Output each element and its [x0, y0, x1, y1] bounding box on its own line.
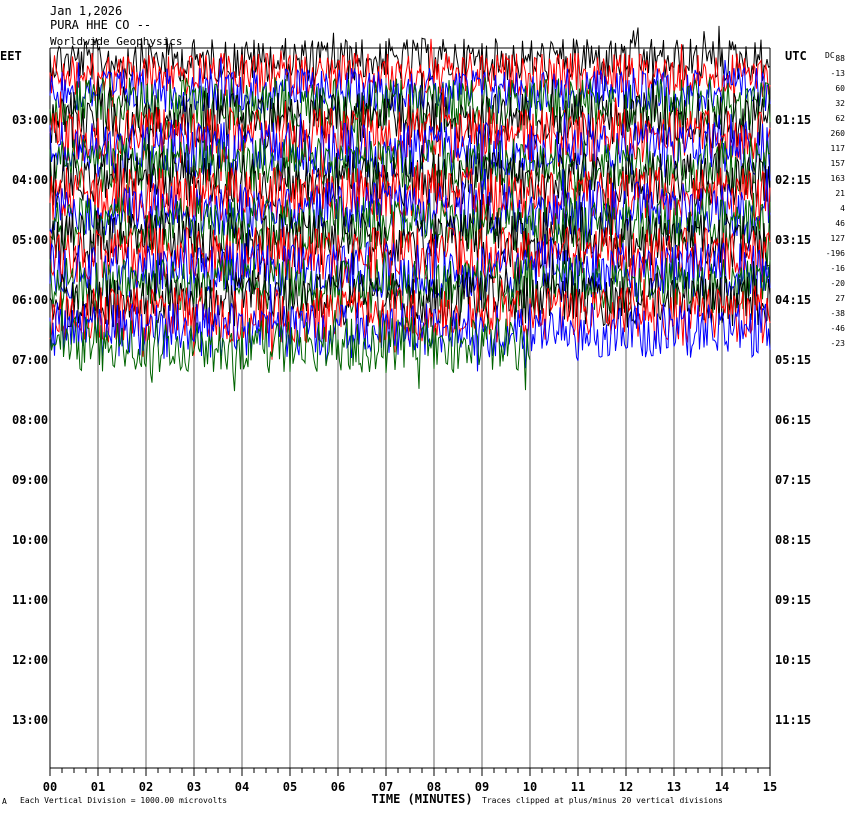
- dc-value: 21: [835, 189, 845, 198]
- right-time-label: 11:15: [775, 713, 811, 727]
- seismic-trace: [49, 284, 771, 372]
- dc-value: 62: [835, 114, 845, 123]
- dc-value: -38: [831, 309, 846, 318]
- dc-value: -16: [831, 264, 846, 273]
- seismic-trace: [49, 181, 771, 270]
- x-tick-label: 10: [523, 780, 537, 794]
- x-tick-label: 11: [571, 780, 585, 794]
- left-time-label: 04:00: [12, 173, 48, 187]
- right-time-label: 06:15: [775, 413, 811, 427]
- seismic-trace: [49, 87, 771, 183]
- dc-value: 117: [831, 144, 846, 153]
- x-tick-label: 12: [619, 780, 633, 794]
- footer-mark: A: [2, 797, 7, 806]
- dc-value: 27: [835, 294, 845, 303]
- x-tick-label: 07: [379, 780, 393, 794]
- seismic-trace: [49, 76, 771, 145]
- dc-value: 88: [835, 54, 845, 63]
- right-time-label: 07:15: [775, 473, 811, 487]
- dc-value: 127: [831, 234, 846, 243]
- x-tick-label: 14: [715, 780, 729, 794]
- right-axis-label: UTC: [785, 49, 807, 63]
- footer-scale-note: Each Vertical Division = 1000.00 microvo…: [20, 796, 227, 805]
- dc-value: 32: [835, 99, 845, 108]
- dc-value: 60: [835, 84, 845, 93]
- right-time-label: 04:15: [775, 293, 811, 307]
- right-time-label: 09:15: [775, 593, 811, 607]
- right-time-label: 10:15: [775, 653, 811, 667]
- dc-value: 260: [831, 129, 846, 138]
- right-time-label: 03:15: [775, 233, 811, 247]
- seismic-trace: [49, 209, 771, 293]
- left-time-label: 13:00: [12, 713, 48, 727]
- seismic-trace: [49, 298, 531, 392]
- dc-value: -196: [826, 249, 845, 258]
- footer-clip-note: Traces clipped at plus/minus 20 vertical…: [482, 796, 723, 805]
- x-tick-label: 15: [763, 780, 777, 794]
- left-time-label: 07:00: [12, 353, 48, 367]
- left-axis-label: EET: [0, 49, 22, 63]
- x-tick-label: 13: [667, 780, 681, 794]
- dc-value: 157: [831, 159, 846, 168]
- x-tick-label: 01: [91, 780, 105, 794]
- right-time-label: 08:15: [775, 533, 811, 547]
- left-time-label: 11:00: [12, 593, 48, 607]
- left-time-label: 06:00: [12, 293, 48, 307]
- dc-value: -46: [831, 324, 846, 333]
- seismic-trace: [49, 253, 771, 328]
- right-time-label: 05:15: [775, 353, 811, 367]
- dc-header: DC: [825, 51, 835, 60]
- seismic-trace: [49, 119, 771, 207]
- dc-value: -23: [831, 339, 846, 348]
- x-axis-title: TIME (MINUTES): [371, 792, 472, 806]
- x-tick-label: 08: [427, 780, 441, 794]
- left-time-label: 05:00: [12, 233, 48, 247]
- right-time-label: 01:15: [775, 113, 811, 127]
- left-time-label: 12:00: [12, 653, 48, 667]
- x-tick-label: 09: [475, 780, 489, 794]
- x-tick-label: 03: [187, 780, 201, 794]
- chart-date: Jan 1,2026: [50, 4, 123, 18]
- x-tick-label: 02: [139, 780, 153, 794]
- left-time-label: 10:00: [12, 533, 48, 547]
- left-time-label: 09:00: [12, 473, 48, 487]
- dc-value: 46: [835, 219, 845, 228]
- seismic-trace: [49, 112, 771, 195]
- seismic-trace: [49, 72, 771, 159]
- dc-value: -13: [831, 69, 846, 78]
- x-tick-label: 05: [283, 780, 297, 794]
- x-tick-label: 04: [235, 780, 249, 794]
- x-tick-label: 06: [331, 780, 345, 794]
- dc-value: -20: [831, 279, 846, 288]
- seismic-trace: [49, 133, 771, 227]
- left-time-label: 08:00: [12, 413, 48, 427]
- dc-value: 4: [840, 204, 845, 213]
- right-time-label: 02:15: [775, 173, 811, 187]
- x-tick-label: 00: [43, 780, 57, 794]
- chart-station: PURA HHE CO --: [50, 18, 152, 32]
- dc-value: 163: [831, 174, 846, 183]
- chart-extra: Worldwide Geophysics: [50, 35, 183, 48]
- left-time-label: 03:00: [12, 113, 48, 127]
